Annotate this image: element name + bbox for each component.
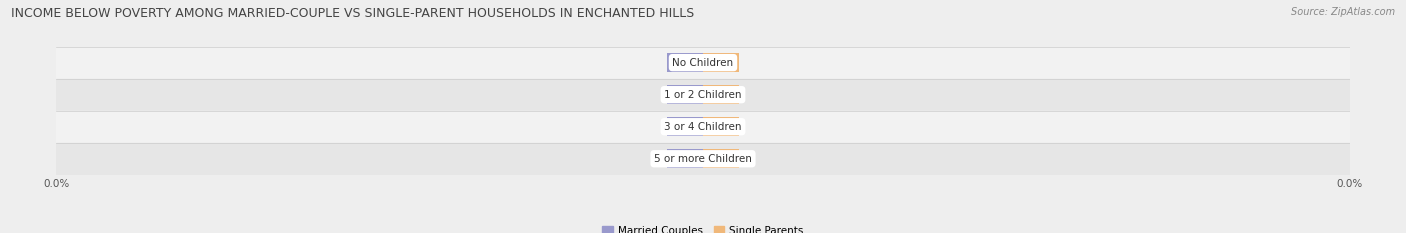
Bar	[703, 53, 738, 72]
Bar	[668, 149, 703, 168]
Text: 0.0%: 0.0%	[706, 122, 735, 132]
Text: 0.0%: 0.0%	[706, 90, 735, 100]
Text: 0.0%: 0.0%	[706, 154, 735, 164]
Text: 3 or 4 Children: 3 or 4 Children	[664, 122, 742, 132]
Bar	[703, 149, 738, 168]
Bar	[56, 143, 1350, 175]
Text: 1 or 2 Children: 1 or 2 Children	[664, 90, 742, 100]
Legend: Married Couples, Single Parents: Married Couples, Single Parents	[599, 222, 807, 233]
Text: Source: ZipAtlas.com: Source: ZipAtlas.com	[1291, 7, 1395, 17]
Bar	[668, 117, 703, 136]
Bar	[668, 53, 703, 72]
Text: INCOME BELOW POVERTY AMONG MARRIED-COUPLE VS SINGLE-PARENT HOUSEHOLDS IN ENCHANT: INCOME BELOW POVERTY AMONG MARRIED-COUPL…	[11, 7, 695, 20]
Bar	[56, 79, 1350, 111]
Bar	[703, 85, 738, 104]
Text: 0.0%: 0.0%	[671, 154, 700, 164]
Bar	[668, 85, 703, 104]
Text: 0.0%: 0.0%	[671, 58, 700, 68]
Bar	[56, 111, 1350, 143]
Text: 0.0%: 0.0%	[671, 90, 700, 100]
Text: 5 or more Children: 5 or more Children	[654, 154, 752, 164]
Bar	[56, 47, 1350, 79]
Text: 0.0%: 0.0%	[671, 122, 700, 132]
Text: No Children: No Children	[672, 58, 734, 68]
Text: 0.0%: 0.0%	[706, 58, 735, 68]
Bar	[703, 117, 738, 136]
